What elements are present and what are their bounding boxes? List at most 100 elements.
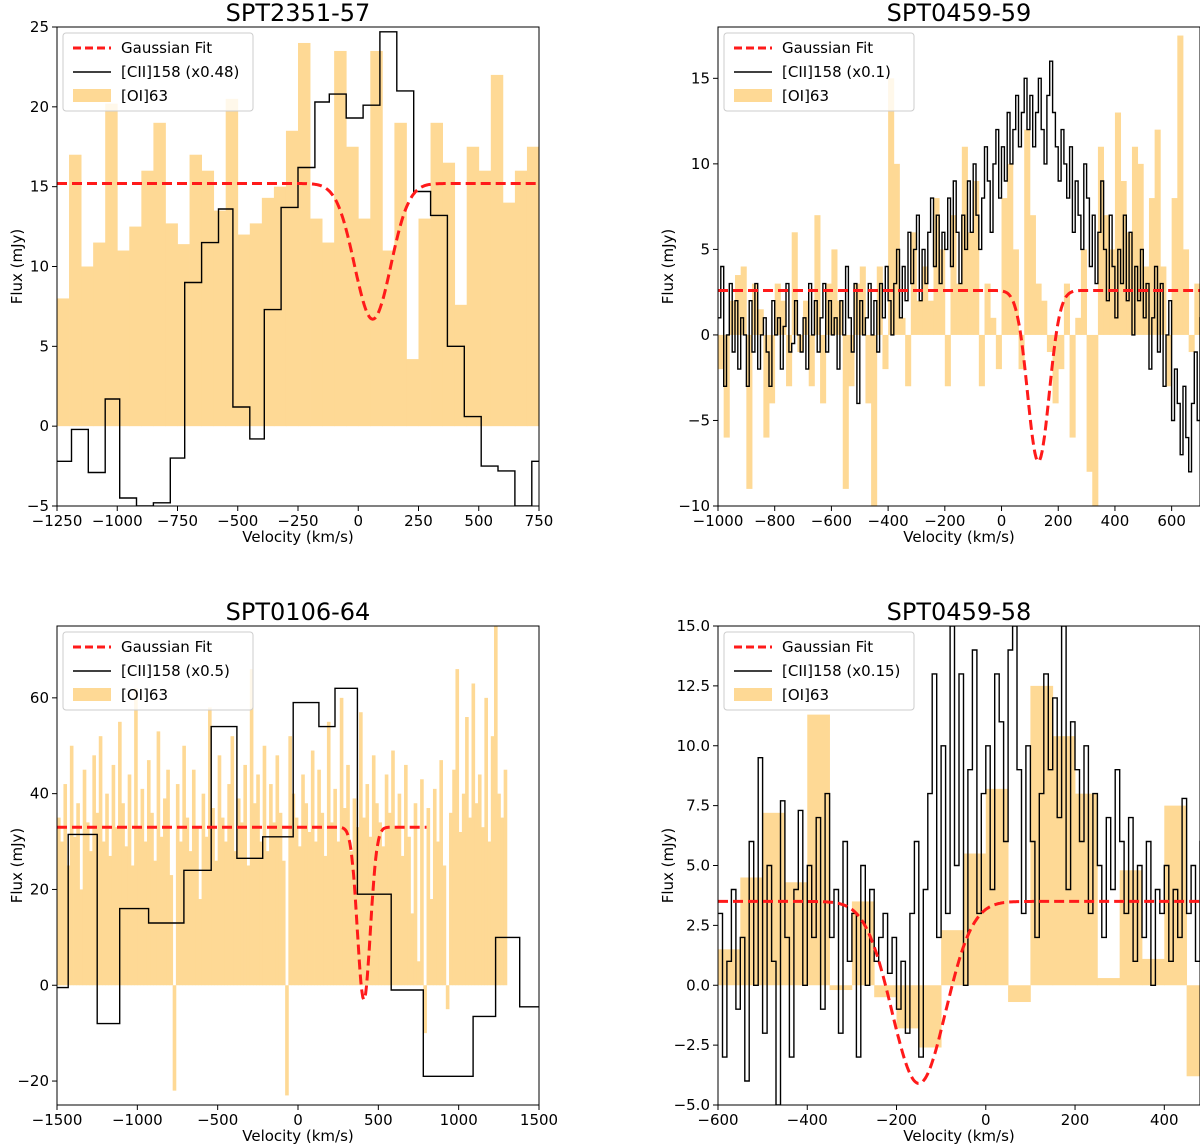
oi63-bar (905, 334, 912, 387)
oi63-bar (420, 779, 424, 986)
y-tick-label: −5.0 (674, 1096, 710, 1114)
oi63-bar (563, 267, 575, 427)
oi63-bar (490, 74, 504, 427)
legend-label: [CII]158 (x0.48) (121, 63, 239, 81)
oi63-bar (237, 234, 251, 427)
oi63-bar (1131, 146, 1139, 335)
oi63-bar (1141, 958, 1165, 986)
oi63-bar (240, 822, 244, 986)
oi63-bar (407, 836, 411, 986)
oi63-bar (927, 300, 934, 335)
oi63-bar (378, 822, 382, 986)
oi63-bar (278, 812, 283, 986)
cii158-step-line (57, 31, 539, 506)
oi63-bar (265, 851, 270, 986)
oi63-bar (1058, 334, 1065, 370)
oi63-bar (465, 717, 469, 986)
oi63-bar (842, 334, 849, 489)
oi63-bar (188, 851, 193, 986)
oi63-bar (696, 282, 708, 426)
cii158-step-line (57, 687, 539, 1077)
oi63-bar (1177, 35, 1184, 335)
oi63-bar (791, 232, 798, 335)
oi63-bar (944, 334, 951, 387)
oi63-bar (740, 877, 764, 986)
oi63-bar (918, 985, 942, 1048)
y-tick-label: −10 (678, 497, 710, 515)
gaussian-fit-line (57, 825, 427, 1003)
oi63-bar (92, 755, 96, 986)
x-tick-label: −250 (277, 512, 318, 530)
oi63-bar (381, 846, 386, 986)
oi63-bar (172, 985, 177, 1091)
legend-oi-swatch (73, 89, 111, 102)
oi63-bar (1165, 334, 1173, 387)
oi63-bar (146, 760, 151, 986)
oi63-bar (967, 232, 974, 335)
oi63-bar (273, 186, 287, 427)
oi63-bar (175, 784, 180, 986)
oi63-bar (134, 688, 138, 986)
oi63-bar (587, 155, 599, 426)
oi63-bar (956, 283, 963, 335)
oi63-bar (358, 218, 371, 427)
oi63-bar (397, 793, 402, 986)
oi63-bar (179, 841, 183, 986)
oi63-bar (757, 309, 764, 335)
oi63-bar (310, 750, 315, 986)
oi63-bar (73, 836, 77, 986)
oi63-bar (1194, 283, 1200, 335)
oi63-bar (243, 764, 247, 986)
oi63-bar (575, 227, 587, 427)
oi63-bar (551, 35, 563, 426)
chart-title: SPT0459-58 (887, 598, 1032, 626)
oi63-bar (503, 769, 508, 986)
oi63-bar (436, 841, 440, 986)
oi63-bar (1114, 112, 1122, 335)
oi63-bar (333, 788, 337, 986)
y-tick-label: 5.0 (686, 857, 710, 875)
oi63-bar (635, 235, 647, 427)
oi63-bar (1069, 334, 1076, 438)
oi63-bar (494, 626, 498, 986)
x-tick-label: −1250 (32, 512, 83, 530)
oi63-bar (330, 822, 334, 986)
y-tick-label: 0 (39, 976, 49, 994)
oi63-bar (1188, 334, 1195, 353)
oi63-bars (718, 35, 1200, 506)
oi63-bar (1119, 870, 1143, 986)
oi63-bar (445, 985, 450, 1010)
oi63-bar (1041, 300, 1048, 335)
oi63-bar (1007, 163, 1014, 335)
oi63-bar (117, 250, 130, 427)
oi63-bar (294, 817, 299, 986)
y-tick-label: 60 (30, 689, 49, 707)
oi63-bar (1075, 317, 1082, 335)
x-tick-label: −1000 (693, 512, 744, 530)
legend-label: [CII]158 (x0.1) (782, 63, 891, 81)
oi63-bar (461, 793, 466, 986)
oi63-bar (272, 822, 276, 986)
oi63-bar (474, 803, 479, 986)
legend: Gaussian Fit [CII]158 (x0.1) [OI]63 (723, 32, 915, 112)
x-tick-label: 750 (525, 512, 554, 530)
x-tick-label: −800 (754, 512, 795, 530)
oi63-bar (807, 714, 830, 986)
oi63-bar (204, 836, 209, 986)
oi63-bar (249, 223, 263, 427)
oi63-bar (471, 683, 476, 986)
oi63-bar (320, 812, 325, 986)
oi63-bar (820, 334, 827, 404)
x-tick-label: −400 (868, 512, 909, 530)
x-axis-label: Velocity (km/s) (242, 1127, 353, 1145)
oi63-bar (225, 98, 239, 427)
oi63-bar (156, 731, 161, 986)
oi63-bar (1063, 283, 1070, 335)
oi63-bar (514, 170, 528, 427)
oi63-bar (660, 187, 672, 427)
oi63-bar (114, 827, 119, 986)
oi63-bar (208, 707, 212, 986)
oi63-bar (285, 130, 299, 427)
oi63-bar (105, 103, 118, 427)
oi63-bar (89, 851, 93, 986)
